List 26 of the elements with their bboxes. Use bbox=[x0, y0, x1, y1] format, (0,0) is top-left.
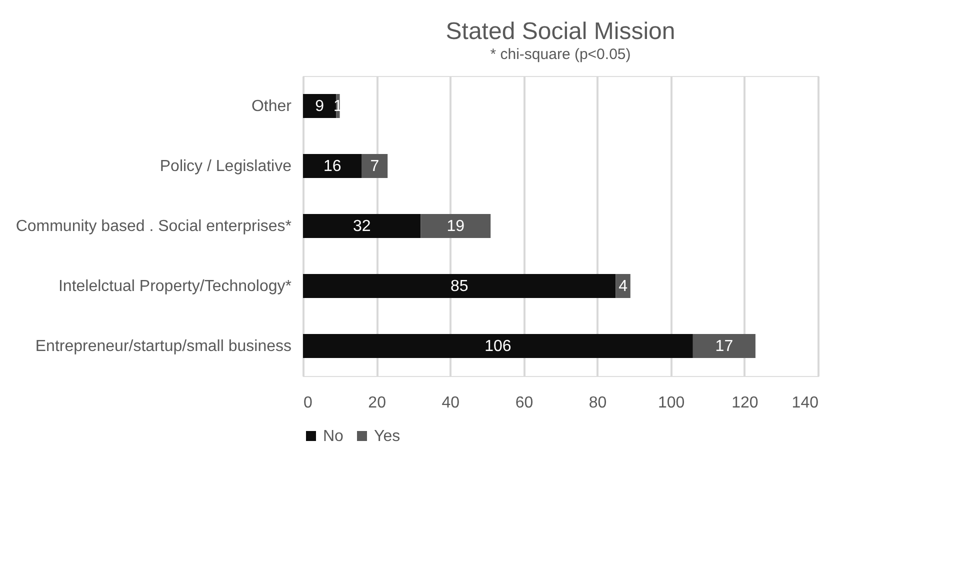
x-tick-label: 60 bbox=[515, 394, 534, 412]
data-label: 16 bbox=[324, 158, 342, 175]
x-tick-label: 120 bbox=[732, 394, 758, 412]
data-label: 32 bbox=[352, 218, 371, 235]
legend-label: Yes bbox=[374, 428, 400, 445]
data-label: 4 bbox=[618, 278, 628, 295]
y-tick-label: Community based . Social enterprises* bbox=[16, 218, 292, 235]
chart-title: Stated Social Mission bbox=[446, 18, 676, 45]
data-label: 9 bbox=[315, 98, 324, 115]
y-tick-label: Intelelctual Property/Technology* bbox=[58, 278, 292, 295]
x-tick-label: 100 bbox=[658, 394, 685, 412]
x-tick-label: 140 bbox=[792, 394, 819, 412]
data-label: 19 bbox=[446, 218, 465, 235]
y-tick-label: Entrepreneur/startup/small business bbox=[35, 338, 292, 355]
chart-subtitle: * chi-square (p<0.05) bbox=[490, 46, 631, 63]
data-label: 106 bbox=[484, 338, 512, 355]
y-tick-label: Other bbox=[251, 98, 292, 115]
x-tick-label: 20 bbox=[368, 394, 386, 412]
y-tick-label: Policy / Legislative bbox=[160, 158, 292, 175]
x-tick-label: 80 bbox=[588, 394, 607, 412]
data-label: 7 bbox=[370, 158, 380, 175]
data-label: 85 bbox=[450, 278, 468, 295]
x-tick-label: 0 bbox=[304, 394, 312, 412]
data-label: 17 bbox=[715, 338, 734, 355]
legend-label: No bbox=[323, 428, 344, 445]
x-tick-label: 40 bbox=[442, 394, 460, 412]
